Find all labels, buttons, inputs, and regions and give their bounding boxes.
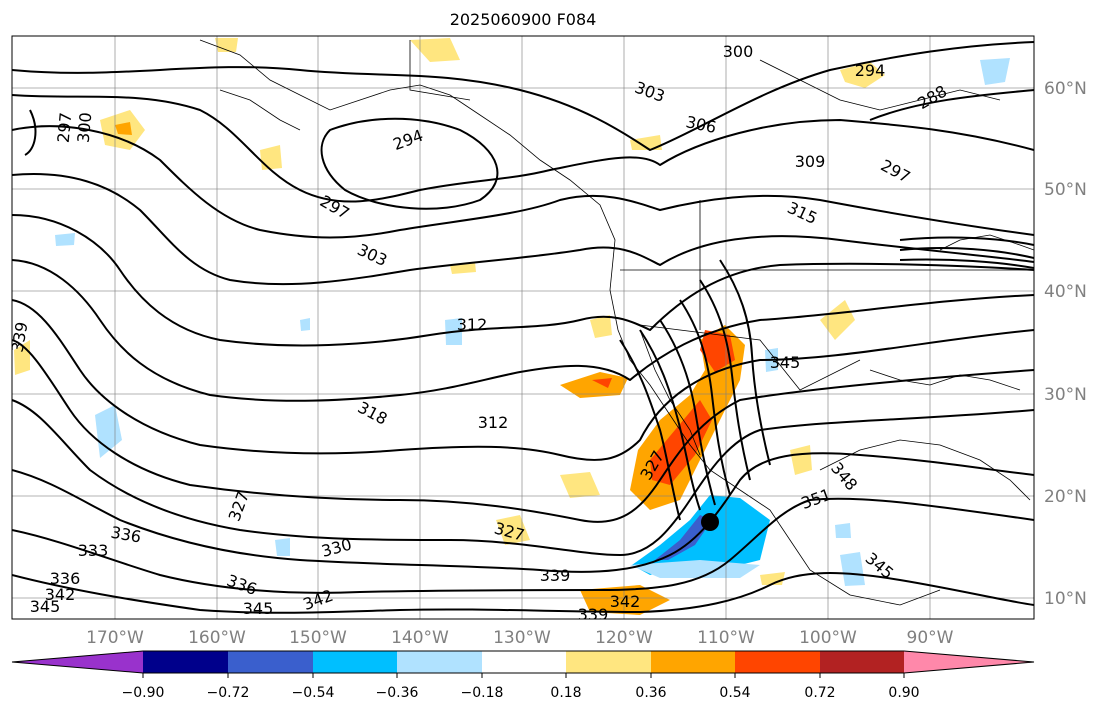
contour-label: 312 — [457, 315, 488, 334]
colorbar-tick-label: −0.54 — [292, 685, 335, 701]
map-panel: 300 294 288 303 306 309 297 315 294 297 … — [8, 35, 1035, 624]
colorbar-tick-label: −0.18 — [461, 685, 504, 701]
colorbar-segment — [904, 651, 1034, 673]
isentrope-contours — [12, 41, 1034, 614]
colorbar-tick-label: 0.36 — [635, 685, 666, 701]
contour-label: 300 — [74, 111, 96, 143]
contour-label: 345 — [243, 599, 274, 618]
lon-tick-label: 100°W — [799, 628, 857, 648]
colorbar-tick-label: 0.18 — [550, 685, 581, 701]
lat-tick-label: 20°N — [1044, 487, 1087, 507]
colorbar-segment — [397, 651, 482, 673]
colorbar-ticks — [142, 673, 905, 678]
colorbar-tick-label: −0.72 — [207, 685, 250, 701]
colorbar-tick-label: 0.54 — [719, 685, 750, 701]
colorbar-tick-label: 0.72 — [804, 685, 835, 701]
colorbar-segment — [482, 651, 566, 673]
colorbar-tick-label: −0.90 — [122, 685, 165, 701]
longitude-ticks: 170°W 160°W 150°W 140°W 130°W 120°W 110°… — [86, 628, 954, 648]
colorbar-segment — [228, 651, 313, 673]
colorbar-segment — [313, 651, 397, 673]
colorbar-tick-label: −0.36 — [376, 685, 419, 701]
lon-tick-label: 130°W — [493, 628, 551, 648]
colorbar-tick-label: 0.90 — [888, 685, 919, 701]
lat-tick-label: 10°N — [1044, 589, 1087, 609]
contour-label: 300 — [723, 42, 754, 61]
contour-label: 342 — [610, 592, 641, 611]
latitude-ticks: 60°N 50°N 40°N 30°N 20°N 10°N — [1044, 79, 1087, 609]
contour-label: 297 — [54, 111, 76, 143]
colorbar: −0.90 −0.72 −0.54 −0.36 −0.18 0.18 0.36 … — [11, 650, 1035, 701]
contour-label: 333 — [78, 541, 109, 560]
contour-label: 345 — [30, 597, 61, 616]
colorbar-segment — [12, 651, 143, 673]
contour-label: 312 — [478, 413, 509, 432]
lat-tick-label: 40°N — [1044, 282, 1087, 302]
lon-tick-label: 90°W — [907, 628, 954, 648]
colorbar-segment — [566, 651, 651, 673]
contour-label: 342 — [45, 585, 76, 604]
lon-tick-label: 110°W — [697, 628, 755, 648]
map-frame — [11, 35, 1035, 620]
contour-label: 339 — [578, 605, 609, 624]
colorbar-segment — [735, 651, 820, 673]
figure-title: 2025060900 F084 — [450, 10, 597, 29]
contour-label: 339 — [540, 566, 571, 585]
storm-center-marker — [701, 513, 719, 531]
lat-tick-label: 60°N — [1044, 79, 1087, 99]
lat-tick-label: 30°N — [1044, 385, 1087, 405]
contour-label: 336 — [50, 569, 81, 588]
lon-tick-label: 120°W — [595, 628, 653, 648]
contour-label: 294 — [855, 61, 886, 80]
lon-tick-label: 140°W — [391, 628, 449, 648]
contour-label: 345 — [770, 353, 801, 372]
colorbar-segment — [143, 651, 228, 673]
colorbar-segment — [820, 651, 904, 673]
colorbar-segment — [651, 651, 735, 673]
lon-tick-label: 170°W — [86, 628, 144, 648]
contour-label: 309 — [795, 152, 826, 171]
lon-tick-label: 160°W — [188, 628, 246, 648]
lat-tick-label: 50°N — [1044, 180, 1087, 200]
lon-tick-label: 150°W — [289, 628, 347, 648]
contour-label: 339 — [8, 320, 32, 353]
